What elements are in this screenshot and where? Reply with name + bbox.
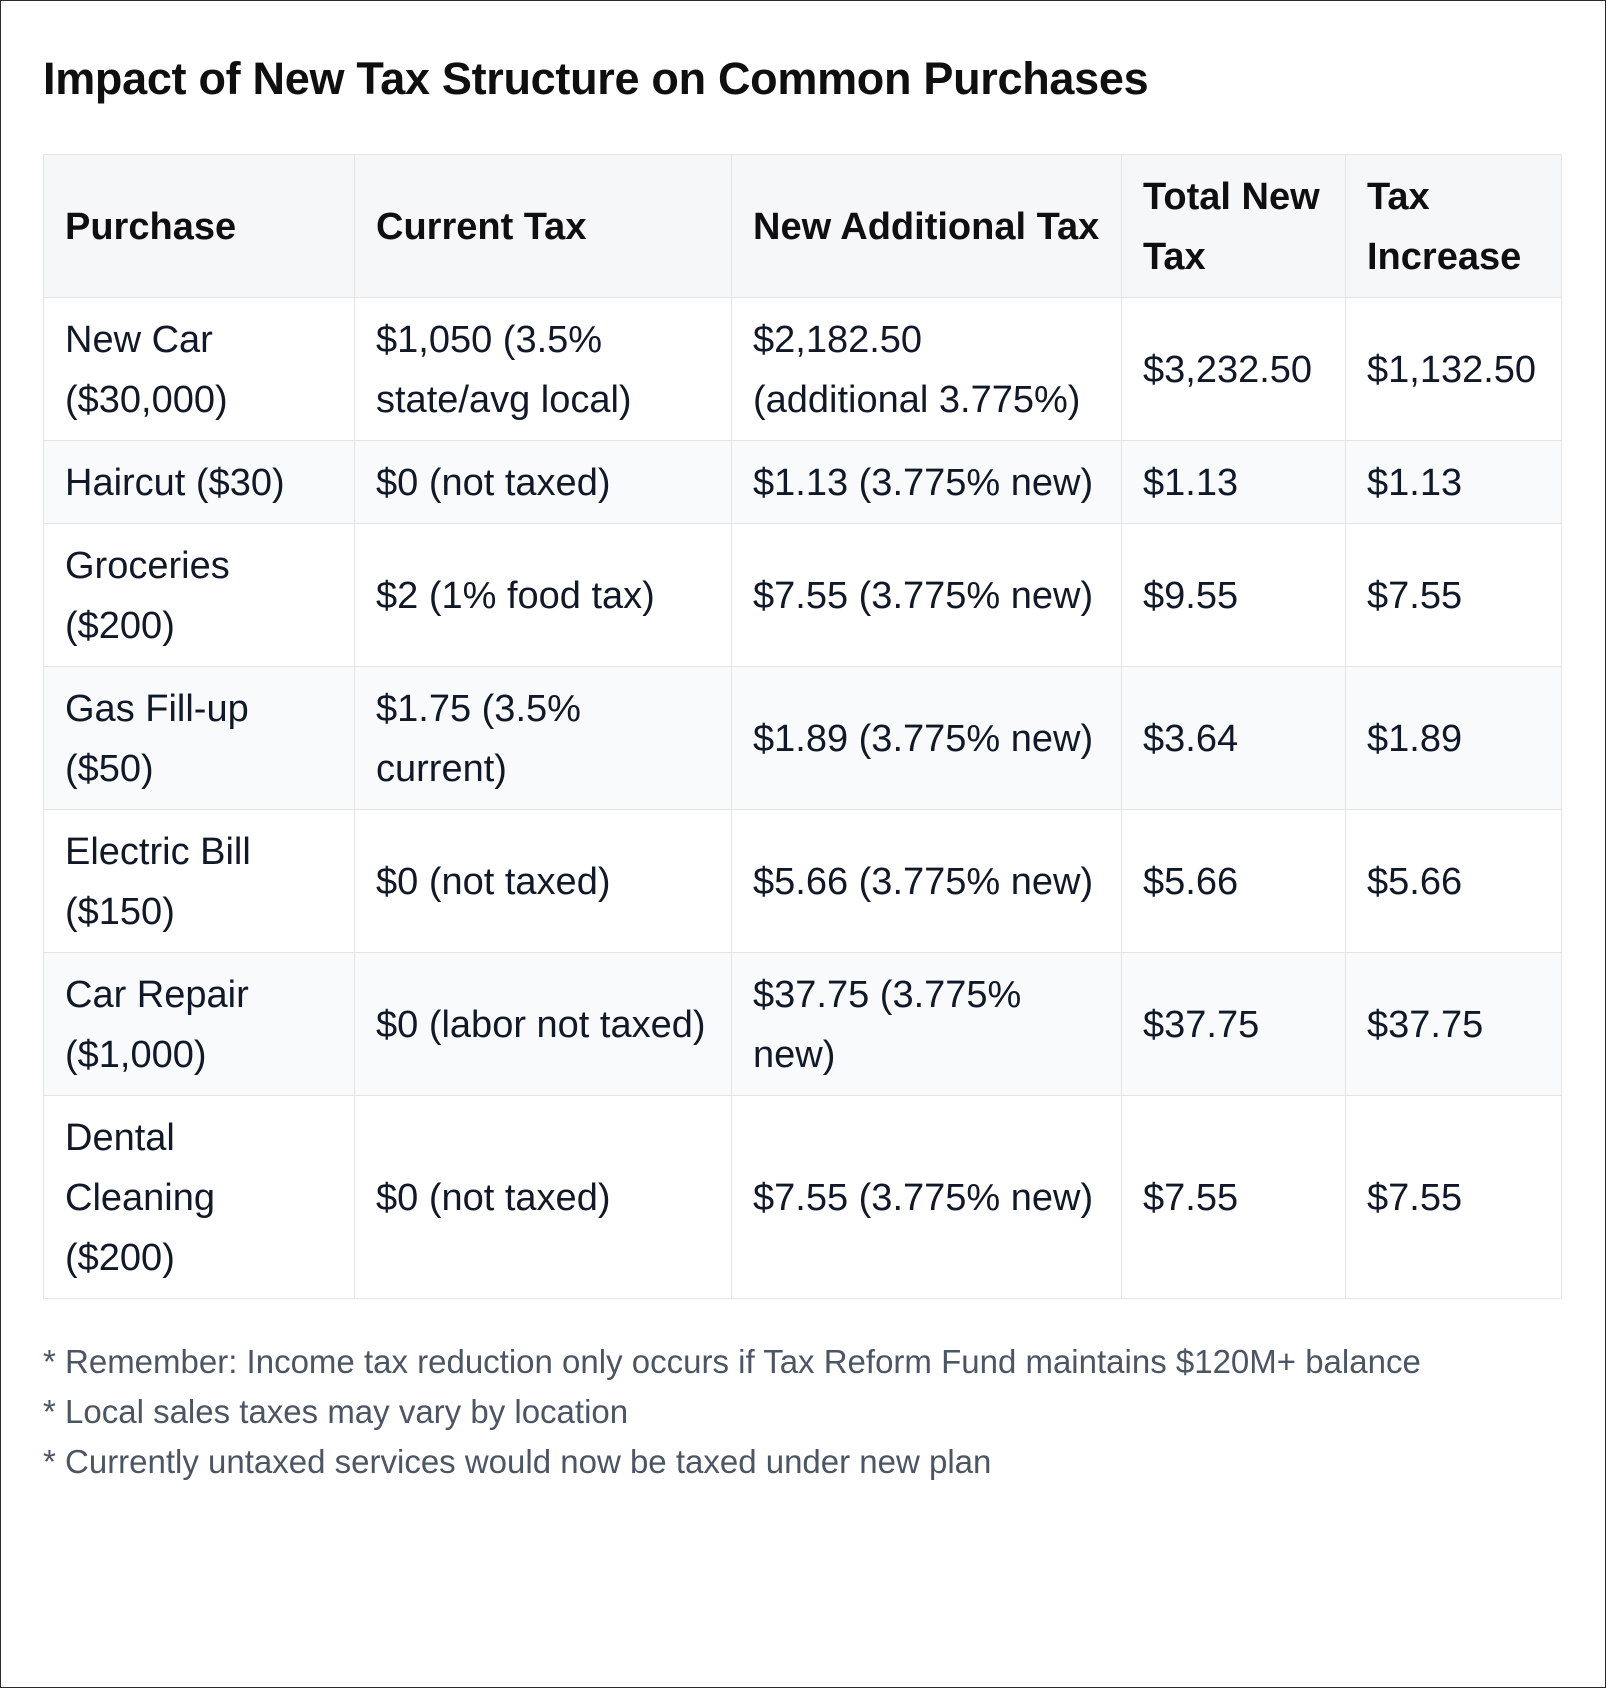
cell-new-additional-tax: $5.66 (3.775% new) bbox=[731, 809, 1122, 953]
document-content: Impact of New Tax Structure on Common Pu… bbox=[43, 49, 1562, 1487]
footnote: * Local sales taxes may vary by location bbox=[43, 1393, 629, 1430]
cell-total-new-tax: $5.66 bbox=[1121, 809, 1346, 953]
table-row: Haircut ($30) $0 (not taxed) $1.13 (3.77… bbox=[43, 440, 1562, 524]
cell-current-tax: $0 (not taxed) bbox=[354, 1095, 732, 1299]
cell-total-new-tax: $1.13 bbox=[1121, 440, 1346, 524]
cell-purchase: New Car ($30,000) bbox=[43, 297, 355, 441]
footnotes: * Remember: Income tax reduction only oc… bbox=[43, 1337, 1561, 1487]
cell-tax-increase: $7.55 bbox=[1345, 523, 1562, 667]
cell-tax-increase: $1.13 bbox=[1345, 440, 1562, 524]
table-row: New Car ($30,000) $1,050 (3.5% state/avg… bbox=[43, 297, 1562, 441]
cell-total-new-tax: $3.64 bbox=[1121, 666, 1346, 810]
cell-current-tax: $1,050 (3.5% state/avg local) bbox=[354, 297, 732, 441]
cell-current-tax: $2 (1% food tax) bbox=[354, 523, 732, 667]
header-total-new-tax: Total New Tax bbox=[1121, 154, 1346, 298]
footnote: * Currently untaxed services would now b… bbox=[43, 1443, 992, 1480]
cell-new-additional-tax: $1.13 (3.775% new) bbox=[731, 440, 1122, 524]
tax-impact-table: Purchase Current Tax New Additional Tax … bbox=[43, 154, 1562, 1299]
cell-purchase: Electric Bill ($150) bbox=[43, 809, 355, 953]
cell-total-new-tax: $9.55 bbox=[1121, 523, 1346, 667]
cell-purchase: Dental Cleaning ($200) bbox=[43, 1095, 355, 1299]
cell-purchase: Groceries ($200) bbox=[43, 523, 355, 667]
cell-current-tax: $0 (not taxed) bbox=[354, 440, 732, 524]
cell-new-additional-tax: $7.55 (3.775% new) bbox=[731, 523, 1122, 667]
cell-tax-increase: $1,132.50 bbox=[1345, 297, 1562, 441]
table-header-row: Purchase Current Tax New Additional Tax … bbox=[43, 154, 1562, 298]
table-row: Car Repair ($1,000) $0 (labor not taxed)… bbox=[43, 952, 1562, 1096]
cell-total-new-tax: $37.75 bbox=[1121, 952, 1346, 1096]
header-current-tax: Current Tax bbox=[354, 154, 732, 298]
table-row: Gas Fill-up ($50) $1.75 (3.5% current) $… bbox=[43, 666, 1562, 810]
cell-purchase: Haircut ($30) bbox=[43, 440, 355, 524]
page-title: Impact of New Tax Structure on Common Pu… bbox=[43, 53, 1149, 104]
cell-purchase: Car Repair ($1,000) bbox=[43, 952, 355, 1096]
table-row: Electric Bill ($150) $0 (not taxed) $5.6… bbox=[43, 809, 1562, 953]
cell-new-additional-tax: $1.89 (3.775% new) bbox=[731, 666, 1122, 810]
cell-current-tax: $0 (not taxed) bbox=[354, 809, 732, 953]
cell-new-additional-tax: $37.75 (3.775% new) bbox=[731, 952, 1122, 1096]
cell-purchase: Gas Fill-up ($50) bbox=[43, 666, 355, 810]
cell-tax-increase: $37.75 bbox=[1345, 952, 1562, 1096]
cell-tax-increase: $7.55 bbox=[1345, 1095, 1562, 1299]
cell-new-additional-tax: $2,182.50 (additional 3.775%) bbox=[731, 297, 1122, 441]
table-row: Dental Cleaning ($200) $0 (not taxed) $7… bbox=[43, 1095, 1562, 1299]
table-row: Groceries ($200) $2 (1% food tax) $7.55 … bbox=[43, 523, 1562, 667]
cell-tax-increase: $5.66 bbox=[1345, 809, 1562, 953]
cell-current-tax: $0 (labor not taxed) bbox=[354, 952, 732, 1096]
cell-tax-increase: $1.89 bbox=[1345, 666, 1562, 810]
cell-current-tax: $1.75 (3.5% current) bbox=[354, 666, 732, 810]
header-tax-increase: Tax Increase bbox=[1345, 154, 1562, 298]
cell-total-new-tax: $7.55 bbox=[1121, 1095, 1346, 1299]
cell-total-new-tax: $3,232.50 bbox=[1121, 297, 1346, 441]
cell-new-additional-tax: $7.55 (3.775% new) bbox=[731, 1095, 1122, 1299]
header-purchase: Purchase bbox=[43, 154, 355, 298]
header-new-additional-tax: New Additional Tax bbox=[731, 154, 1122, 298]
footnote: * Remember: Income tax reduction only oc… bbox=[43, 1343, 1421, 1380]
